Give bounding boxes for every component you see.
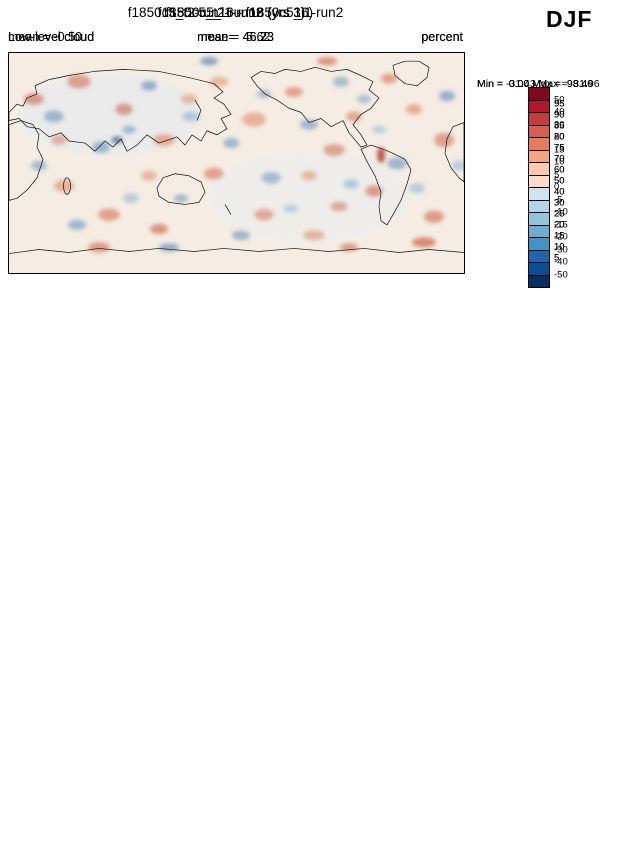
- colorbar-tick-label: 85: [554, 120, 565, 132]
- colorbar-tick-label: 40: [554, 106, 565, 118]
- stats-row: Low-level cloud mean= 46.23 percent: [8, 30, 463, 44]
- colorbar-tick-label: 20: [554, 219, 565, 231]
- colorbar-cell: [529, 187, 549, 200]
- variable-label: Low-level cloud: [8, 30, 95, 44]
- panel-title: f1850c5_t2-run16 (yrs 16): [157, 5, 314, 20]
- minmax-label: Min = -31.43 Max = 31.96: [477, 78, 600, 90]
- colorbar-tick-label: -40: [554, 256, 568, 268]
- colorbar-cell: [529, 274, 549, 287]
- colorbar: 50 40 30 20 15 10 5 0 -5 -10 -15 -20 -30 -40 -50: [528, 87, 600, 288]
- colorbar-tick-label: 50: [554, 93, 565, 105]
- colorbar-tick-label: 30: [554, 197, 565, 209]
- colorbar-tick-label: -30: [554, 243, 568, 255]
- colorbar-tick-label: 10: [554, 156, 565, 168]
- colorbar-tick-label: 30: [554, 118, 565, 130]
- colorbar-cell: [529, 249, 549, 262]
- colorbar-cell: [529, 199, 549, 212]
- colorbar-cell: [529, 174, 549, 187]
- mean-value: mean = -0.50: [8, 30, 83, 44]
- map-frame: [8, 52, 465, 274]
- colorbar-tick-label: -50: [554, 268, 568, 280]
- colorbar-tick-label: 10: [554, 241, 565, 253]
- colorbar-cell: [529, 237, 549, 250]
- units-label: percent: [421, 30, 464, 44]
- mean-value: mean= 46.73: [197, 30, 274, 44]
- panel-difference: f1850c5_t2-run16 - f1850c5_i1-run2 mean …: [0, 0, 618, 289]
- colorbar-cell: [529, 112, 549, 125]
- colorbar-tick-label: 25: [554, 208, 565, 220]
- colorbar-tick-label: -5: [554, 193, 563, 205]
- colorbar-tick-label: 25: [554, 208, 565, 220]
- colorbar-tick-label: 15: [554, 143, 565, 155]
- colorbar-tick-label: 70: [554, 153, 565, 165]
- colorbar-cell: [529, 262, 549, 275]
- season-label: DJF: [546, 6, 593, 32]
- colorbar-tick-label: 20: [554, 219, 565, 231]
- colorbar-tick-label: 70: [554, 153, 565, 165]
- colorbar-tick-label: 30: [554, 197, 565, 209]
- colorbar-cell: [529, 149, 549, 162]
- colorbar-tick-label: 15: [554, 230, 565, 242]
- colorbar-tick-label: 40: [554, 186, 565, 198]
- panel-title: f1850c5_i1-run2 (yrs 3): [165, 5, 306, 20]
- colorbar-tick-label: 95: [554, 98, 565, 110]
- mean-value: mean= 46.23: [197, 30, 274, 44]
- stats-row: Low-level cloud mean= 46.73 percent: [8, 30, 463, 44]
- colorbar-tick-label: 75: [554, 142, 565, 154]
- colorbar-tick-label: -20: [554, 231, 568, 243]
- colorbar-tick-label: 85: [554, 120, 565, 132]
- units-label: percent: [421, 30, 464, 44]
- colorbar-tick-label: -15: [554, 218, 568, 230]
- colorbar-tick-label: -10: [554, 206, 568, 218]
- colorbar-tick-label: 40: [554, 186, 565, 198]
- colorbar-tick-label: 95: [554, 98, 565, 110]
- global-difference-map: [9, 53, 464, 273]
- colorbar-cell: [529, 212, 549, 225]
- colorbar-tick-label: 75: [554, 142, 565, 154]
- rmse-value: rmse = 5.62: [200, 30, 271, 44]
- colorbar-tick-label: 80: [554, 131, 565, 143]
- colorbar-tick-label: 5: [554, 252, 560, 264]
- colorbar-tick-label: 15: [554, 230, 565, 242]
- colorbar-cell: [529, 124, 549, 137]
- panel-title: f1850c5_t2-run16 - f1850c5_i1-run2: [127, 5, 344, 20]
- colorbar-swatches: [528, 87, 550, 288]
- colorbar-tick-label: 60: [554, 164, 565, 176]
- colorbar-tick-label: 5: [554, 168, 560, 180]
- colorbar-cell: [529, 224, 549, 237]
- colorbar-cell: [529, 88, 549, 100]
- colorbar-tick-label: 90: [554, 109, 565, 121]
- colorbar-tick-label: 20: [554, 131, 565, 143]
- colorbar-tick-label: 5: [554, 252, 560, 264]
- difference-field: [19, 57, 464, 253]
- colorbar-tick-label: 80: [554, 131, 565, 143]
- minmax-label: Min = 0.00 Max = 98.46: [477, 78, 594, 90]
- colorbar-tick-label: 50: [554, 175, 565, 187]
- units-label: percent: [421, 30, 464, 44]
- colorbar-cell: [529, 99, 549, 112]
- colorbar-tick-label: 50: [554, 175, 565, 187]
- colorbar-cell: [529, 137, 549, 150]
- colorbar-cell: [529, 162, 549, 175]
- colorbar-tick-label: 10: [554, 241, 565, 253]
- stats-row: mean = -0.50 rmse = 5.62 percent: [8, 30, 463, 44]
- colorbar-tick-label: 90: [554, 109, 565, 121]
- colorbar-tick-label: 60: [554, 164, 565, 176]
- colorbar-tick-label: 0: [554, 181, 560, 193]
- variable-label: Low-level cloud: [8, 30, 95, 44]
